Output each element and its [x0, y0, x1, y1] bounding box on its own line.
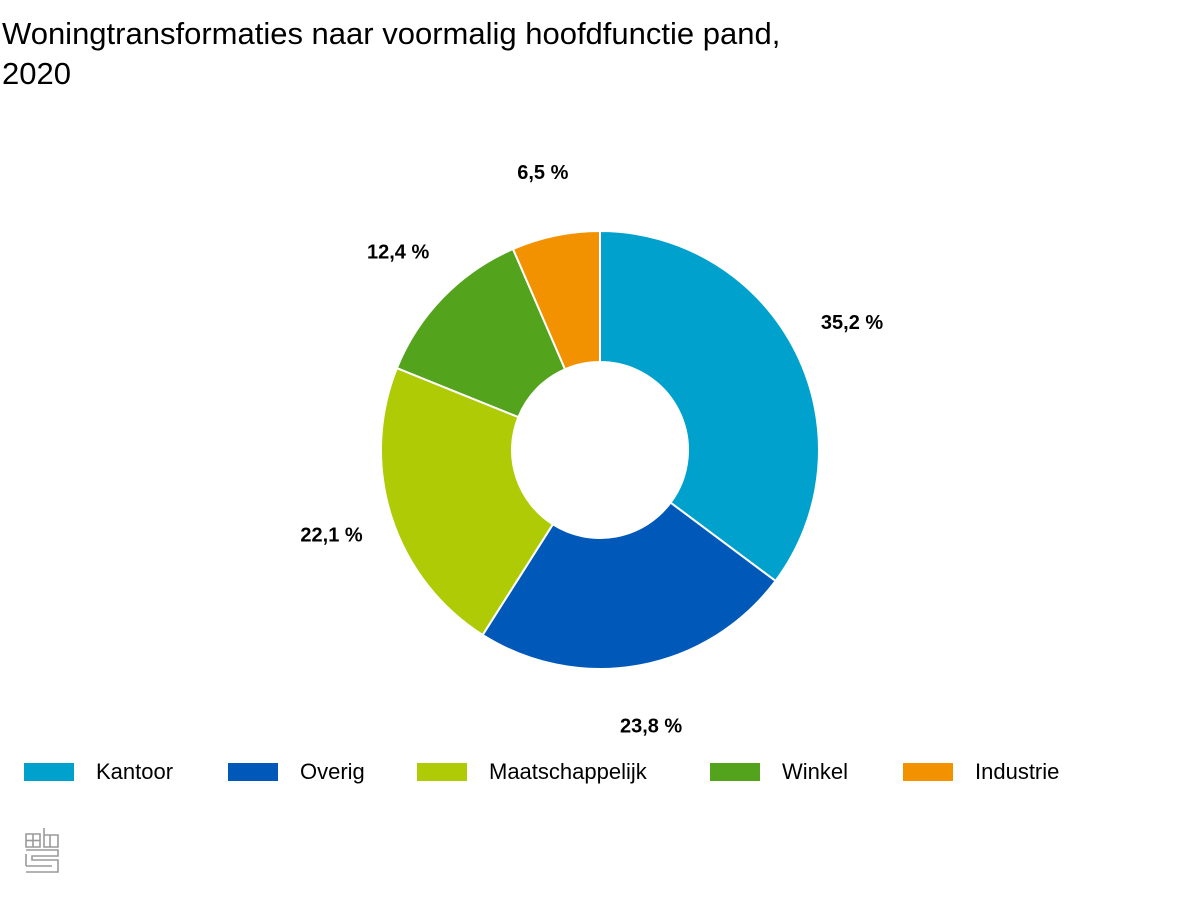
slice-kantoor[interactable] [599, 229, 820, 583]
slice-winkel[interactable] [395, 247, 567, 419]
legend-label-maatschappelijk: Maatschappelijk [489, 759, 647, 784]
chart-title-line-1: Woningtransformaties naar voormalig hoof… [2, 16, 781, 51]
legend-swatch-kantoor [24, 763, 74, 781]
donut-chart: 35,2 % 23,8 % 22,1 % 12,4 % 6,5 % [300, 162, 883, 738]
data-label-winkel: 12,4 % [367, 241, 429, 263]
slice-maatschappelijk[interactable] [380, 366, 555, 637]
slice-overig[interactable] [481, 501, 777, 670]
data-label-industrie: 6,5 % [517, 162, 568, 184]
chart-title: Woningtransformaties naar voormalig hoof… [2, 14, 902, 94]
data-label-overig: 23,8 % [620, 716, 682, 738]
data-label-kantoor: 35,2 % [821, 312, 883, 334]
legend-swatch-overig [228, 763, 278, 781]
legend-swatch-maatschappelijk [417, 763, 467, 781]
legend-label-winkel: Winkel [782, 759, 849, 784]
data-label-maatschappelijk: 22,1 % [300, 525, 362, 547]
cbs-logo-icon [25, 828, 59, 873]
chart-title-line-2: 2020 [2, 56, 71, 91]
slice-industrie[interactable] [511, 229, 601, 371]
legend-label-kantoor: Kantoor [96, 759, 174, 784]
legend-swatch-winkel [710, 763, 760, 781]
legend-swatch-industrie [903, 763, 953, 781]
legend-label-industrie: Industrie [975, 759, 1060, 784]
legend-label-overig: Overig [300, 759, 365, 784]
